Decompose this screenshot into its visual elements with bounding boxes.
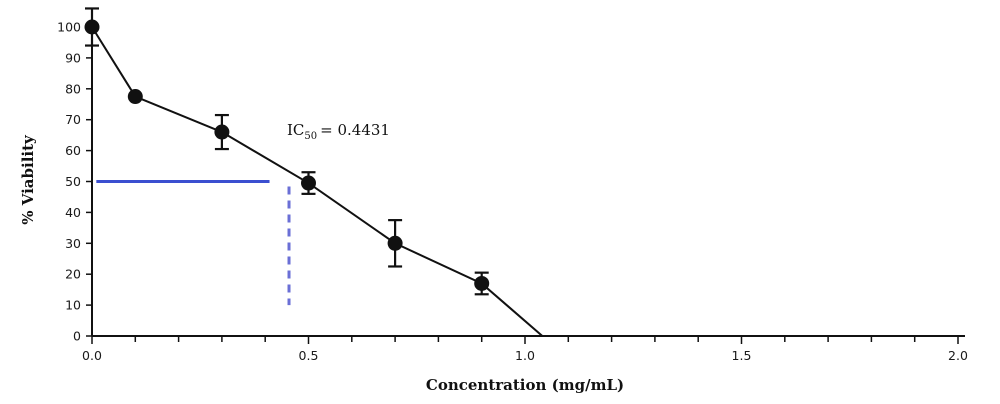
x-axis-title: Concentration (mg/mL) bbox=[426, 376, 624, 394]
ic50-annotation-label: IC bbox=[287, 121, 304, 139]
x-ticks: 0.0 0.5 1.0 1.5 2.0 bbox=[82, 336, 968, 363]
data-point bbox=[301, 175, 316, 191]
data-point bbox=[127, 89, 143, 105]
x-tick-label: 1.0 bbox=[515, 348, 535, 363]
x-tick-label: 0.0 bbox=[82, 348, 102, 363]
data-point bbox=[474, 275, 490, 291]
y-tick-label: 70 bbox=[65, 112, 81, 127]
ic50-annotation-subscript: 50 bbox=[304, 131, 317, 142]
data-point bbox=[387, 235, 403, 251]
y-tick-label: 50 bbox=[65, 174, 81, 189]
y-tick-label: 60 bbox=[65, 143, 81, 158]
data-point bbox=[84, 19, 100, 35]
x-tick-label: 2.0 bbox=[948, 348, 968, 363]
data-point bbox=[214, 124, 230, 140]
y-tick-label: 80 bbox=[65, 81, 81, 96]
y-tick-label: 40 bbox=[65, 205, 81, 220]
ic50-guides bbox=[96, 180, 291, 306]
series-layer bbox=[84, 7, 543, 337]
y-ticks: 0 10 20 30 40 50 60 70 80 90 100 bbox=[57, 20, 92, 344]
axes: 0.0 0.5 1.0 1.5 2.0 0 10 20 30 40 50 60 70 80 90 100 bbox=[57, 18, 968, 363]
ic50-annotation-value: = 0.4431 bbox=[320, 121, 390, 139]
x-tick-label: 1.5 bbox=[732, 348, 752, 363]
y-tick-label: 10 bbox=[65, 298, 81, 313]
y-tick-label: 90 bbox=[65, 50, 81, 65]
ic50-annotation: IC50 = 0.4431 bbox=[287, 121, 390, 142]
y-tick-label: 100 bbox=[57, 20, 81, 35]
y-axis-title: % Viability bbox=[19, 134, 37, 225]
y-tick-label: 0 bbox=[73, 329, 81, 344]
x-tick-label: 0.5 bbox=[299, 348, 319, 363]
y-tick-label: 20 bbox=[65, 267, 81, 282]
y-tick-label: 30 bbox=[65, 236, 81, 251]
